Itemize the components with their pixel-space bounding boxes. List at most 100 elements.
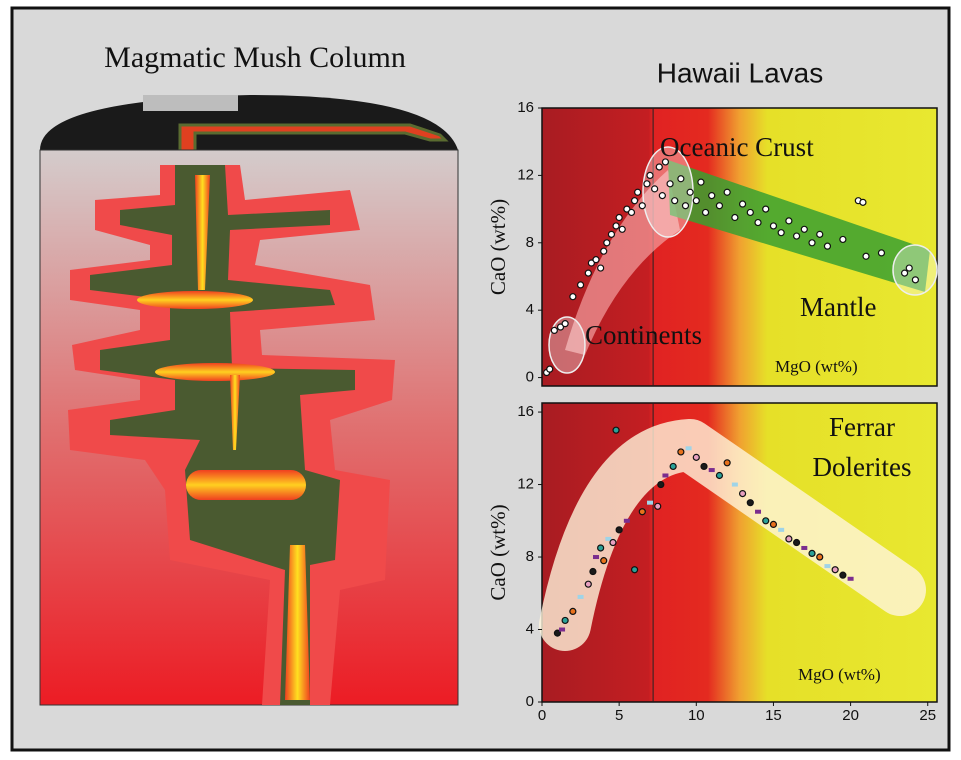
chart: 04812160510152025CaO (wt%)FerrarDolerite… (486, 403, 937, 724)
annotation: Ferrar (829, 412, 895, 442)
point (716, 203, 722, 209)
point (585, 581, 591, 587)
point (624, 519, 630, 523)
y-tick-label: 12 (517, 166, 534, 183)
point (578, 595, 584, 599)
point (786, 218, 792, 224)
point (593, 257, 599, 263)
point (601, 558, 607, 564)
point (616, 215, 622, 221)
point (628, 209, 634, 215)
y-tick-label: 16 (517, 403, 534, 420)
point (824, 564, 830, 568)
point (647, 172, 653, 178)
melt-lens (186, 470, 306, 500)
y-tick-label: 12 (517, 476, 534, 493)
point (724, 189, 730, 195)
annotation: Oceanic Crust (660, 132, 814, 162)
point (687, 189, 693, 195)
x-tick-label: 15 (765, 707, 782, 724)
diagram-title: Magmatic Mush Column (104, 41, 406, 74)
point (613, 427, 619, 433)
point (659, 193, 665, 199)
point (647, 501, 653, 505)
point (902, 270, 908, 276)
point (716, 472, 722, 478)
point (755, 220, 761, 226)
point (770, 521, 776, 527)
point (740, 491, 746, 497)
point (559, 628, 565, 632)
point (547, 366, 553, 372)
point (693, 454, 699, 460)
point (703, 209, 709, 215)
point (863, 253, 869, 259)
point (632, 198, 638, 204)
point (740, 201, 746, 207)
point (824, 243, 830, 249)
point (755, 510, 761, 514)
point (724, 460, 730, 466)
melt-lens (137, 291, 253, 309)
point (616, 527, 622, 533)
point (608, 231, 614, 237)
point (817, 231, 823, 237)
chart-title: Hawaii Lavas (657, 57, 824, 88)
point (709, 193, 715, 199)
point (678, 449, 684, 455)
point (670, 463, 676, 469)
melt-lens (155, 363, 275, 381)
y-tick-label: 4 (526, 301, 534, 318)
point (732, 483, 738, 487)
point (639, 509, 645, 515)
point (578, 282, 584, 288)
annotation: Mantle (800, 292, 876, 322)
point (763, 206, 769, 212)
point (570, 294, 576, 300)
point (878, 250, 884, 256)
annotation: Continents (585, 320, 702, 350)
point (570, 608, 576, 614)
point (860, 199, 866, 205)
figure: Magmatic Mush Column 0 4 8 12 16 CaO (wt%) Haw… (0, 0, 961, 760)
y-tick-label: 16 (517, 99, 534, 116)
point (644, 181, 650, 187)
annotation: MgO (wt%) (775, 357, 858, 376)
point (801, 226, 807, 232)
point (610, 540, 616, 546)
point (601, 248, 607, 254)
point (632, 567, 638, 573)
y-axis-label: CaO (wt%) (486, 199, 510, 295)
crater (143, 95, 238, 111)
point (763, 518, 769, 524)
point (906, 265, 912, 271)
point (809, 550, 815, 556)
field-ellipse (893, 245, 937, 295)
annotation: Dolerites (813, 452, 912, 482)
x-tick-label: 10 (688, 707, 705, 724)
point (562, 321, 568, 327)
point (585, 270, 591, 276)
point (778, 230, 784, 236)
point (698, 179, 704, 185)
point (709, 468, 715, 472)
point (551, 327, 557, 333)
point (593, 555, 599, 559)
point (658, 482, 664, 488)
point (794, 233, 800, 239)
point (562, 617, 568, 623)
point (662, 473, 668, 477)
point (590, 569, 596, 575)
y-tick-label: 8 (526, 234, 534, 251)
point (598, 545, 604, 551)
point (682, 203, 688, 209)
point (639, 203, 645, 209)
point (770, 223, 776, 229)
x-tick-label: 5 (615, 707, 623, 724)
x-tick-label: 0 (538, 707, 546, 724)
point (794, 540, 800, 546)
point (747, 209, 753, 215)
point (809, 240, 815, 246)
point (656, 164, 662, 170)
y-axis-label: CaO (wt%) (486, 504, 510, 600)
